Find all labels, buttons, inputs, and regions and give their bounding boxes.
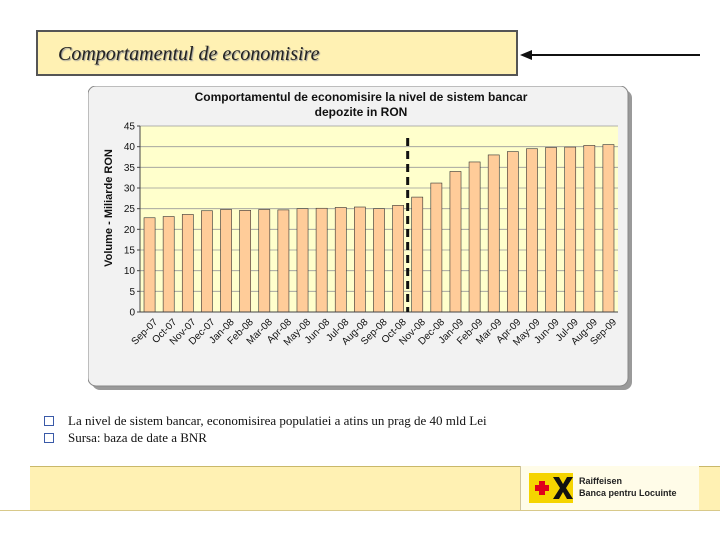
bar [143,217,156,313]
bar [334,207,347,313]
bar [526,148,538,313]
bullet-item: La nivel de sistem bancar, economisirea … [44,412,487,429]
logo-subtitle: Banca pentru Locuinte [579,488,677,498]
bar [411,196,424,313]
bar [373,208,385,313]
bullet-text: La nivel de sistem bancar, economisirea … [68,412,487,428]
y-tick-label: 30 [124,184,136,195]
bar [354,206,366,313]
bar [449,171,462,313]
bar [487,154,500,313]
bullet-text: Sursa: baza de date a BNR [68,429,207,445]
bar [564,146,577,313]
bar [201,210,213,313]
bar [545,147,557,313]
y-tick-label: 45 [124,122,136,133]
bars [143,144,615,313]
y-tick-label: 25 [124,204,136,215]
y-tick-label: 35 [124,163,136,174]
y-tick-label: 5 [129,287,135,298]
chart-title: Comportamentul de economisire la nivel d… [195,90,528,104]
y-tick-label: 20 [124,225,136,236]
bar [468,161,481,313]
bullet-item: Sursa: baza de date a BNR [44,429,487,446]
checkbox-bullet-icon [44,415,54,426]
bar [239,210,252,313]
bar [296,208,309,313]
bar [602,144,615,313]
bar [181,214,194,313]
bar [583,145,596,313]
slide-title: Comportamentul de economisire [58,43,320,65]
y-tick-label: 10 [124,266,136,277]
bar-chart: Comportamentul de economisire la nivel d… [88,86,632,390]
raiffeisen-logo-icon [529,473,573,503]
left-arrow-icon [520,50,700,60]
bar [430,182,443,313]
bar [315,207,328,313]
bottom-divider [0,510,720,511]
y-tick-labels: 0 5 10 15 20 25 30 35 40 45 [124,122,140,319]
bar [392,205,404,313]
bar [277,209,290,313]
bar [506,151,519,313]
chart-subtitle: depozite in RON [315,105,408,119]
checkbox-bullet-icon [44,432,54,443]
y-tick-label: 15 [124,246,136,257]
bar [258,209,271,313]
bar [162,216,175,313]
bar [220,209,232,313]
y-tick-label: 40 [124,142,136,153]
y-tick-label: 0 [129,308,135,319]
raiffeisen-logo: Raiffeisen Banca pentru Locuinte [520,466,699,510]
y-axis-label: Volume - Miliarde RON [103,149,115,267]
logo-name: Raiffeisen [579,476,623,486]
bullet-list: La nivel de sistem bancar, economisirea … [44,412,487,446]
slide-title-box: Comportamentul de economisire [36,30,518,76]
